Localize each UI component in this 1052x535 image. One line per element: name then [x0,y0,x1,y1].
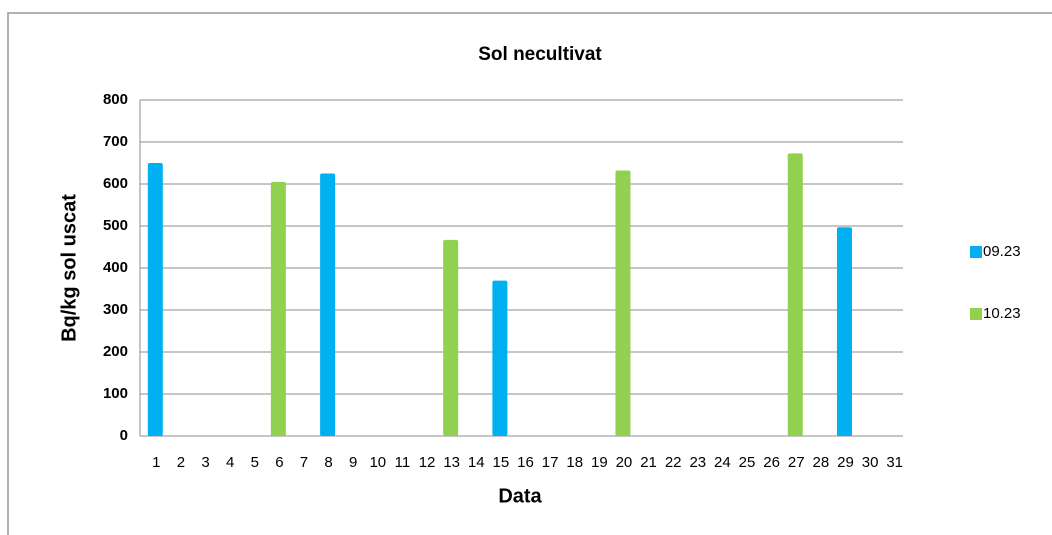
x-tick-label: 25 [739,454,756,471]
bar [320,173,336,436]
x-tick-label: 19 [591,454,608,471]
y-axis-label: Bq/kg sol uscat [58,194,80,342]
x-tick-label: 14 [468,454,485,471]
x-tick-label: 2 [177,454,185,471]
bar [787,153,803,436]
x-tick-label: 8 [324,454,332,471]
x-tick-label: 20 [616,454,633,471]
bar [147,163,163,436]
x-tick-label: 4 [226,454,234,471]
legend-swatch [970,308,982,320]
x-tick-label: 17 [542,454,559,471]
legend-swatch [970,246,982,258]
chart-title: Sol necultivat [478,44,602,65]
x-tick-label: 16 [517,454,534,471]
bar [270,181,286,436]
x-tick-label: 7 [300,454,308,471]
x-tick-label: 27 [788,454,805,471]
x-tick-label: 1 [152,454,160,471]
y-tick-label: 700 [103,133,128,150]
y-tick-label: 300 [103,301,128,318]
x-tick-label: 15 [493,454,510,471]
x-tick-label: 12 [419,454,436,471]
legend-label: 09.23 [983,243,1021,260]
bar [443,239,459,436]
x-axis-label: Data [498,485,542,507]
x-tick-label: 26 [763,454,780,471]
x-tick-label: 10 [369,454,386,471]
y-tick-label: 600 [103,175,128,192]
x-tick-label: 21 [640,454,657,471]
x-tick-label: 22 [665,454,682,471]
x-tick-label: 13 [443,454,460,471]
x-tick-label: 6 [275,454,283,471]
bar [836,227,852,436]
x-tick-label: 3 [201,454,209,471]
y-tick-label: 200 [103,343,128,360]
bar [615,170,631,436]
x-tick-label: 18 [566,454,583,471]
legend-label: 10.23 [983,305,1021,322]
x-tick-label: 28 [813,454,830,471]
x-tick-label: 11 [395,454,411,471]
y-tick-label: 100 [103,385,128,402]
y-tick-label: 0 [120,427,128,444]
x-tick-label: 31 [886,454,903,471]
x-tick-label: 5 [251,454,259,471]
x-tick-label: 23 [689,454,706,471]
y-tick-label: 400 [103,259,128,276]
x-tick-label: 29 [837,454,854,471]
frame [7,12,1052,535]
bar [492,280,508,436]
y-tick-label: 800 [103,91,128,108]
x-tick-label: 30 [862,454,879,471]
y-tick-label: 500 [103,217,128,234]
x-tick-label: 9 [349,454,357,471]
x-tick-label: 24 [714,454,731,471]
